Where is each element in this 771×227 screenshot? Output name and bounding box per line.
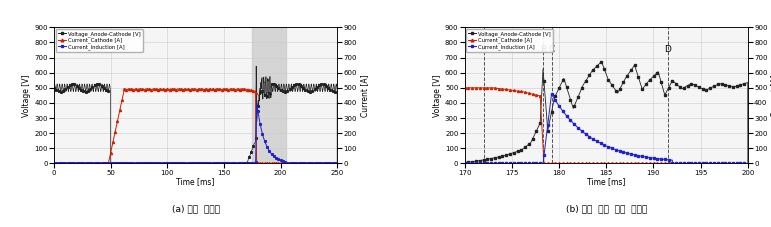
Legend: Voltage_Anode-Cathode [V], Current_Cathode [A], Current_Induction [A]: Voltage_Anode-Cathode [V], Current_Catho… xyxy=(56,29,143,52)
Y-axis label: Current [A]: Current [A] xyxy=(360,74,369,117)
Text: A: A xyxy=(480,45,487,54)
X-axis label: Time [ms]: Time [ms] xyxy=(177,177,215,186)
Text: D: D xyxy=(664,45,671,54)
Text: (b) 차단  영역  확대  그래프: (b) 차단 영역 확대 그래프 xyxy=(566,204,647,213)
Text: (a) 전체  그래프: (a) 전체 그래프 xyxy=(172,204,220,213)
Text: C: C xyxy=(548,45,554,54)
Legend: Voltage_Anode-Cathode [V], Current_Cathode [A], Current_Induction [A]: Voltage_Anode-Cathode [V], Current_Catho… xyxy=(466,29,554,52)
Bar xyxy=(252,27,286,163)
Y-axis label: Voltage [V]: Voltage [V] xyxy=(22,74,32,117)
X-axis label: Time [ms]: Time [ms] xyxy=(587,177,625,186)
Y-axis label: Voltage [V]: Voltage [V] xyxy=(433,74,442,117)
Text: B: B xyxy=(540,45,546,54)
